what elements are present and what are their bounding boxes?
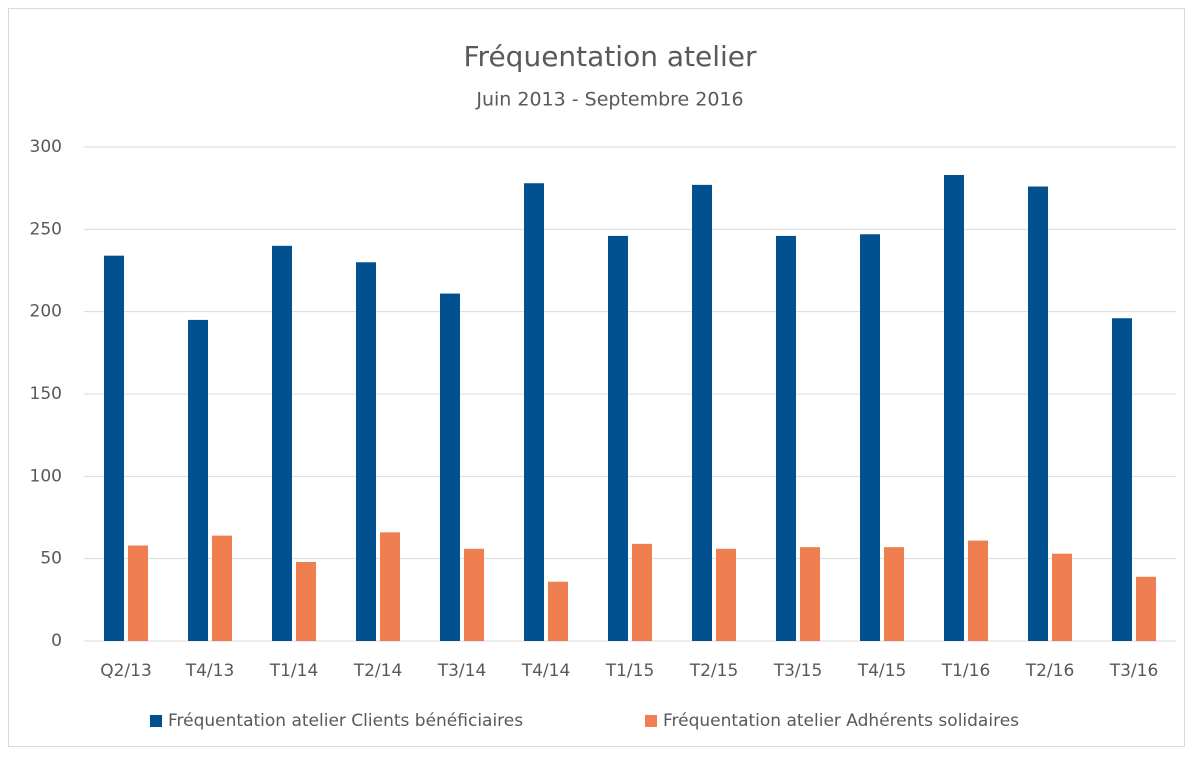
bar xyxy=(1052,553,1072,641)
x-tick-label: T2/15 xyxy=(689,661,739,681)
x-tick-label: T4/13 xyxy=(185,661,235,681)
x-tick-label: T4/15 xyxy=(857,661,907,681)
legend-label: Fréquentation atelier Clients bénéficiai… xyxy=(168,711,523,731)
bar xyxy=(212,535,232,641)
x-tick-label: T3/16 xyxy=(1109,661,1159,681)
bar xyxy=(440,293,460,641)
chart-title: Fréquentation atelier xyxy=(463,40,757,73)
y-tick-label: 200 xyxy=(30,302,62,322)
bar xyxy=(692,184,712,641)
y-tick-label: 300 xyxy=(30,137,62,157)
bar xyxy=(128,545,148,641)
legend-label: Fréquentation atelier Adhérents solidair… xyxy=(663,711,1019,731)
bar xyxy=(800,547,820,641)
legend-swatch xyxy=(150,715,162,727)
bar xyxy=(272,245,292,642)
x-tick-label: T1/14 xyxy=(269,661,319,681)
bar xyxy=(716,548,736,641)
bar xyxy=(776,235,796,642)
x-tick-label: T1/16 xyxy=(941,661,991,681)
x-tick-label: T2/14 xyxy=(353,661,403,681)
bar xyxy=(524,183,544,641)
bar xyxy=(1136,576,1156,641)
bar xyxy=(464,548,484,641)
y-tick-label: 50 xyxy=(40,549,62,569)
y-tick-label: 100 xyxy=(30,466,62,486)
y-tick-label: 150 xyxy=(30,384,62,404)
x-tick-label: T2/16 xyxy=(1025,661,1075,681)
bar xyxy=(296,561,316,641)
x-tick-label: Q2/13 xyxy=(100,661,152,681)
bar xyxy=(356,262,376,641)
bar xyxy=(968,540,988,641)
bar xyxy=(944,174,964,641)
legend-swatch xyxy=(645,715,657,727)
bar xyxy=(860,234,880,642)
x-tick-label: T3/14 xyxy=(437,661,487,681)
y-tick-label: 0 xyxy=(51,631,62,651)
bar xyxy=(608,235,628,642)
bar xyxy=(188,319,208,641)
y-tick-label: 250 xyxy=(30,219,62,239)
bar xyxy=(104,255,124,641)
chart-subtitle: Juin 2013 - Septembre 2016 xyxy=(475,89,743,111)
bar xyxy=(884,547,904,641)
bar xyxy=(1112,318,1132,641)
x-tick-label: T4/14 xyxy=(521,661,571,681)
bar xyxy=(548,581,568,641)
bar xyxy=(1028,186,1048,641)
x-tick-label: T1/15 xyxy=(605,661,655,681)
bar xyxy=(632,543,652,641)
x-tick-label: T3/15 xyxy=(773,661,823,681)
bar xyxy=(380,532,400,641)
chart-frame xyxy=(8,8,1185,747)
